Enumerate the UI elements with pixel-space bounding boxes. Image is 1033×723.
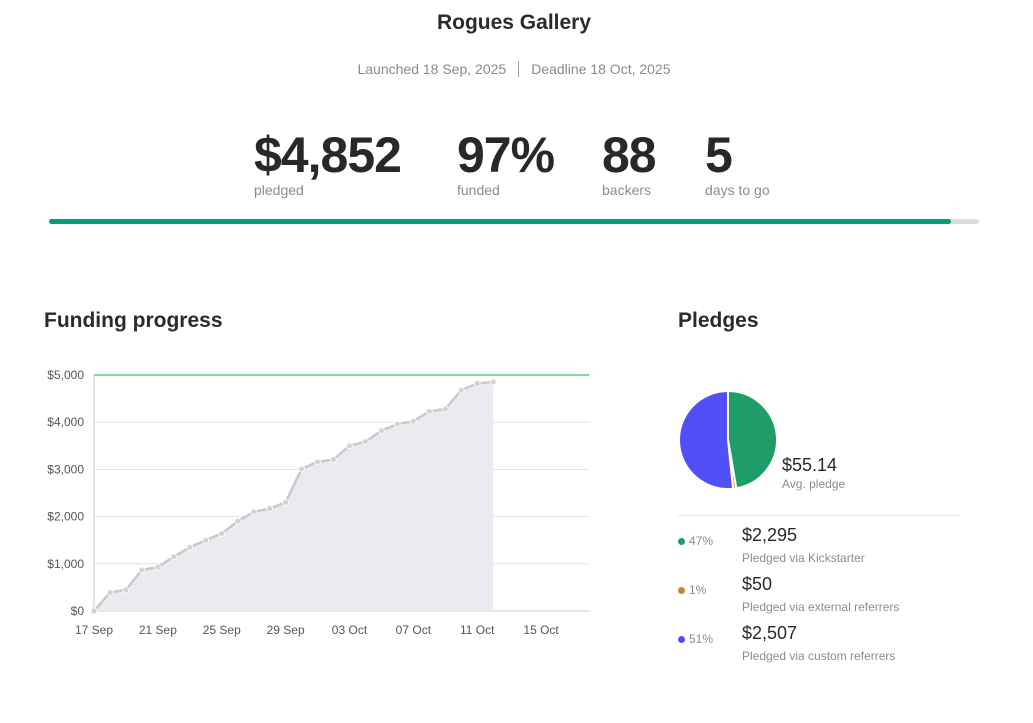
data-point	[122, 586, 130, 594]
x-tick-label: 17 Sep	[75, 623, 113, 637]
stat-label: backers	[602, 182, 652, 198]
avg-pledge-label: Avg. pledge	[782, 477, 846, 491]
y-tick-label: $4,000	[47, 415, 84, 429]
data-point	[409, 417, 417, 425]
pledge-amount: $2,295	[742, 525, 798, 545]
pledge-percent: 51%	[689, 632, 714, 646]
funding-progress-fill	[49, 219, 952, 224]
data-point	[266, 505, 274, 512]
stat-label: pledged	[254, 182, 304, 198]
stat-label: funded	[457, 182, 500, 198]
data-point	[393, 420, 401, 428]
pledge-amount: $50	[742, 574, 773, 594]
data-point	[186, 543, 194, 551]
data-point	[378, 427, 385, 435]
stat-funded: 97% funded	[457, 126, 555, 198]
funding-progress-title: Funding progress	[44, 309, 223, 332]
stat-days-to-go: 5 days to go	[705, 126, 770, 198]
data-point	[330, 456, 337, 463]
pledge-row-kickstarter: 47% $2,295 Pledged via Kickstarter	[678, 525, 968, 569]
data-point	[202, 536, 210, 544]
data-point	[218, 530, 226, 537]
pledge-amount: $2,507	[742, 623, 798, 643]
data-point	[473, 380, 481, 387]
pie-slice	[727, 389, 778, 490]
pledge-percent: 1%	[689, 583, 707, 597]
data-point	[489, 378, 497, 386]
pledge-row-custom: 51% $2,507 Pledged via custom referrers	[678, 623, 968, 667]
data-point	[298, 465, 305, 473]
pie-svg	[678, 389, 778, 490]
stat-backers: 88 backers	[602, 126, 657, 198]
funding-progress-chart: $0 $1,000 $2,000 $3,000 $4,000 $5,000 17 Sep 21…	[47, 368, 589, 637]
data-point	[170, 553, 178, 561]
x-tick-label: 21 Sep	[139, 623, 177, 637]
pledges-title: Pledges	[678, 309, 759, 332]
x-tick-label: 11 Oct	[460, 623, 495, 637]
data-point	[441, 405, 449, 413]
avg-pledge-value: $55.14	[782, 455, 838, 475]
y-tick-label: $3,000	[47, 462, 84, 476]
data-point	[425, 407, 433, 415]
stat-value: $4,852	[254, 127, 402, 183]
pledges-pie-chart	[676, 388, 780, 497]
pie-slice	[678, 389, 735, 490]
x-tick-label: 15 Oct	[523, 623, 559, 637]
y-tick-label: $0	[71, 604, 85, 618]
data-point	[346, 442, 353, 450]
data-point	[250, 508, 258, 516]
data-point	[234, 517, 242, 525]
y-tick-label: $5,000	[47, 368, 84, 382]
y-tick-label: $2,000	[47, 510, 84, 524]
pledge-source-label: Pledged via Kickstarter	[742, 551, 865, 565]
campaign-dates: Launched 18 Sep, 2025 Deadline 18 Oct, 20…	[0, 61, 1028, 77]
deadline-date: Deadline 18 Oct, 2025	[531, 61, 671, 77]
stat-value: 97%	[457, 127, 555, 183]
data-point	[154, 563, 162, 571]
pledge-row-external: 1% $50 Pledged via external referrers	[678, 574, 968, 618]
kickstarter-dot-icon	[678, 538, 685, 545]
data-point	[282, 499, 290, 506]
pledges-divider	[678, 515, 959, 516]
data-point	[362, 438, 369, 445]
date-separator	[518, 61, 520, 77]
custom-dot-icon	[678, 636, 685, 643]
y-tick-label: $1,000	[47, 557, 84, 571]
data-point	[138, 566, 146, 574]
data-point	[457, 386, 465, 394]
x-tick-label: 25 Sep	[203, 623, 241, 637]
data-point	[314, 458, 321, 466]
external-dot-icon	[678, 587, 685, 594]
pledge-source-label: Pledged via custom referrers	[742, 649, 896, 663]
data-point	[106, 589, 114, 596]
pledge-source-label: Pledged via external referrers	[742, 600, 900, 614]
stat-label: days to go	[705, 182, 770, 198]
x-tick-label: 29 Sep	[267, 623, 305, 637]
funding-progress-bar	[49, 219, 979, 224]
stat-value: 5	[705, 127, 733, 183]
x-tick-label: 07 Oct	[396, 623, 432, 637]
avg-pledge: $55.14 Avg. pledge	[782, 455, 845, 491]
pledge-percent: 47%	[689, 534, 714, 548]
launch-date: Launched 18 Sep, 2025	[357, 61, 507, 77]
project-title: Rogues Gallery	[436, 11, 592, 34]
x-tick-label: 03 Oct	[332, 623, 368, 637]
data-point	[90, 607, 98, 615]
stat-pledged: $4,852 pledged	[254, 126, 402, 198]
funding-area	[94, 381, 494, 611]
stat-value: 88	[602, 127, 657, 183]
